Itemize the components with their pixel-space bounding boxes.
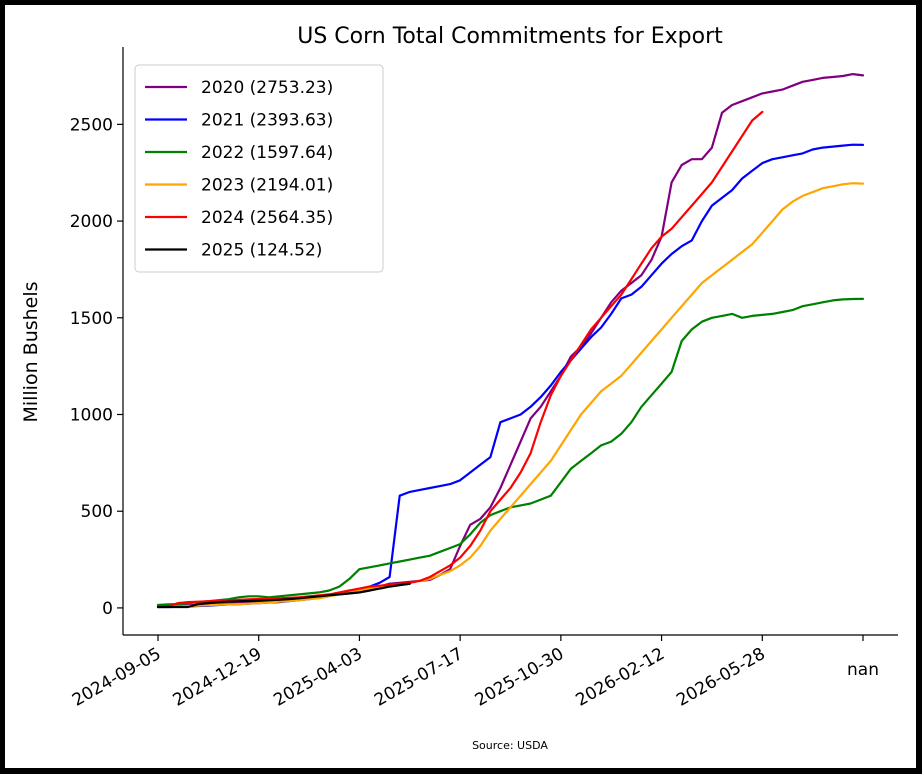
legend-entry: 2020 (2753.23): [201, 78, 333, 98]
series-line-4: [156, 110, 764, 609]
line-chart: US Corn Total Commitments for Export Mil…: [20, 24, 898, 752]
axes: [122, 47, 898, 636]
source-note: Source: USDA: [472, 739, 548, 752]
legend-entry: 2022 (1597.64): [201, 143, 333, 163]
x-tick-label: 2025-10-30: [472, 644, 568, 711]
y-tick-label: 2500: [70, 115, 113, 135]
x-tick-label: 2025-04-03: [270, 644, 366, 711]
y-ticks: 0 500 1000 1500 2000 2500: [70, 115, 123, 619]
x-tick-label: 2026-02-12: [573, 644, 669, 711]
legend-entry: 2024 (2564.35): [201, 208, 333, 228]
legend-box: [134, 64, 384, 273]
y-tick-label: 1000: [70, 406, 113, 426]
legend-entry: 2025 (124.52): [201, 241, 322, 261]
legend-entry: 2023 (2194.01): [201, 176, 333, 196]
series-line-3: [156, 182, 865, 609]
legend-entry: 2021 (2393.63): [201, 111, 333, 131]
y-tick-label: 0: [102, 599, 113, 619]
x-tick-label: 2025-07-17: [371, 644, 467, 711]
series-lines: [156, 72, 865, 609]
x-tick-label: 2024-12-19: [170, 644, 266, 711]
y-axis-label: Million Bushels: [20, 281, 42, 422]
series-line-2: [156, 297, 865, 607]
y-tick-label: 500: [81, 502, 113, 522]
y-tick-label: 2000: [70, 212, 113, 232]
x-tick-label: nan: [847, 660, 879, 680]
x-tick-label: 2026-05-28: [673, 644, 769, 711]
legend: 2020 (2753.23) 2021 (2393.63) 2022 (1597.6…: [134, 64, 384, 273]
x-tick-label: 2024-09-05: [69, 644, 165, 711]
series-line-5: [156, 582, 411, 609]
chart-frame: US Corn Total Commitments for Export Mil…: [5, 5, 916, 768]
x-ticks: 2024-09-05 2024-12-19 2025-04-03 2025-07-17…: [69, 635, 879, 711]
chart-title: US Corn Total Commitments for Export: [297, 24, 723, 49]
y-tick-label: 1500: [70, 309, 113, 329]
